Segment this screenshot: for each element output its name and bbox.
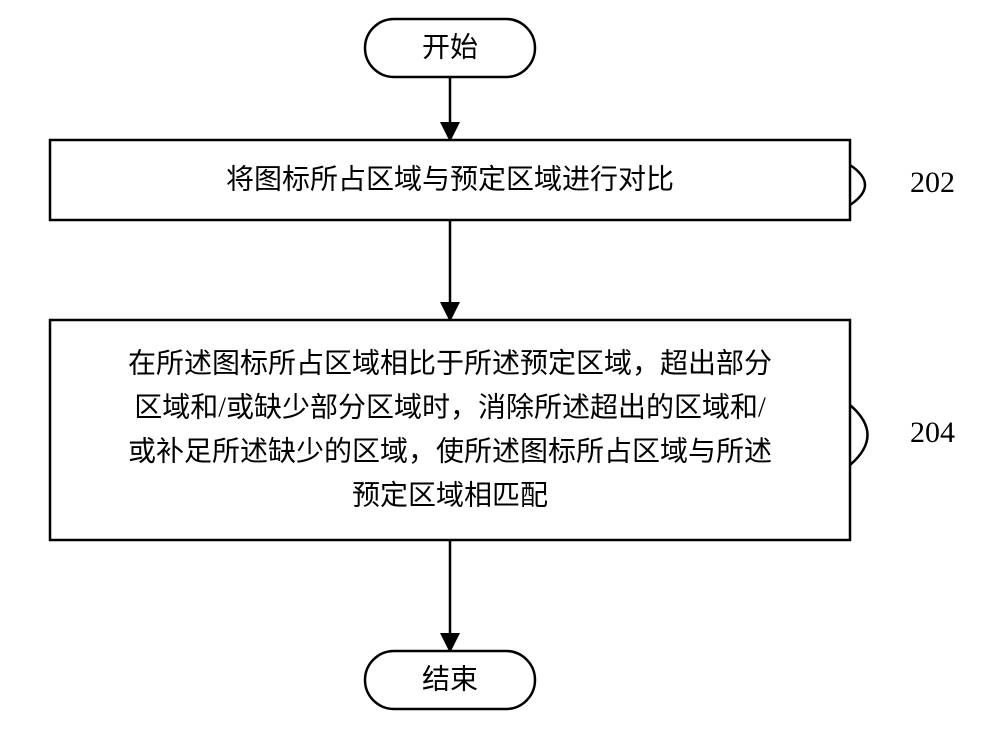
side-label-step204: 204 [850,405,955,465]
node-step204-line-1: 区域和/或缺少部分区域时，消除所述超出的区域和/ [134,391,766,423]
side-label-step202: 202 [850,165,955,205]
side-label-step202-connector [850,165,865,205]
node-step202-line-0: 将图标所占区域与预定区域进行对比 [226,163,674,195]
node-step204-line-3: 预定区域相匹配 [352,479,548,511]
node-start-label: 开始 [422,31,478,63]
side-label-step204-text: 204 [910,416,955,449]
flowchart-canvas: 开始将图标所占区域与预定区域进行对比在所述图标所占区域相比于所述预定区域，超出部… [0,0,1000,738]
side-label-step202-text: 202 [910,166,955,199]
node-end: 结束 [365,651,535,709]
node-start: 开始 [365,19,535,77]
node-end-label: 结束 [422,663,478,695]
node-step204-line-0: 在所述图标所占区域相比于所述预定区域，超出部分 [128,347,772,379]
side-label-step204-connector [850,405,868,465]
node-step204: 在所述图标所占区域相比于所述预定区域，超出部分区域和/或缺少部分区域时，消除所述… [50,320,850,540]
node-step204-line-2: 或补足所述缺少的区域，使所述图标所占区域与所述 [128,435,772,467]
node-step202: 将图标所占区域与预定区域进行对比 [50,140,850,220]
